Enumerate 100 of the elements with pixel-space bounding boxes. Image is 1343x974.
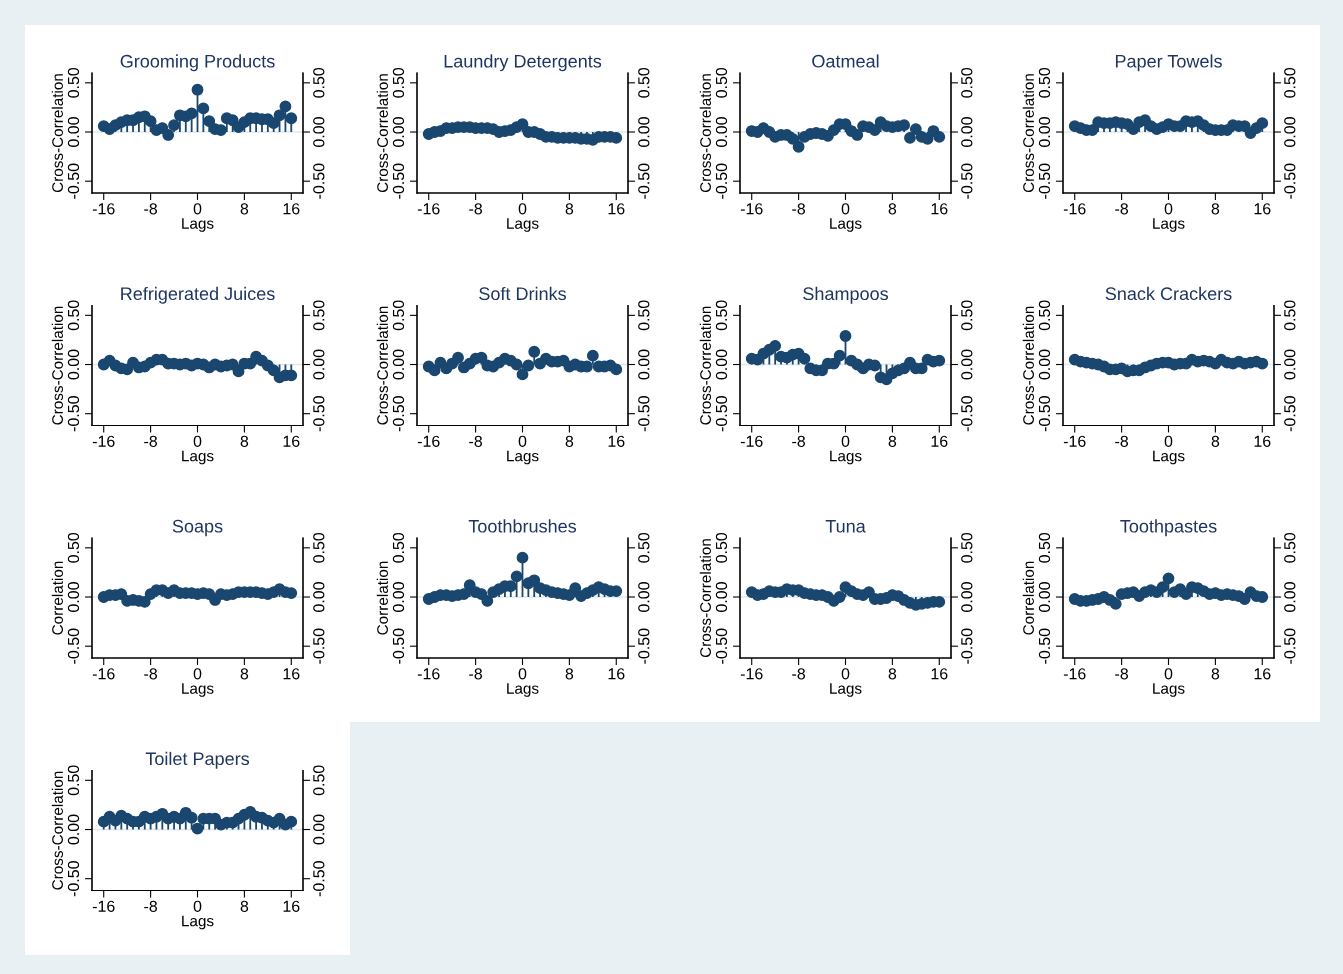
x-tick-label: 8 [1211,203,1220,215]
x-tick-label: 0 [1164,668,1173,680]
chart-title: Grooming Products [120,54,275,72]
x-tick-label: -16 [417,435,440,447]
y-tick-label: -0.50 [1038,628,1051,664]
x-axis-title: Lags [182,450,214,465]
x-tick-label: 8 [565,203,574,215]
y-tick-label: 0.00 [715,117,728,147]
y-tick-label: 0.00 [67,814,80,845]
y-tick-label: 0.00 [1038,349,1051,380]
chart-title: Soft Drinks [479,286,566,301]
x-tick-label: 8 [888,203,897,215]
y2-tick-label: 0.50 [638,67,650,98]
y-tick-label: 0.00 [67,117,80,147]
y-axis-title: Correlation [51,561,63,635]
y-tick-label: 0.50 [67,765,80,796]
x-tick-label: -8 [792,668,806,680]
y2-tick-label: 0.00 [961,349,973,380]
x-tick-label: 16 [931,203,948,215]
x-axis-title: Lags [182,683,214,697]
x-tick-label: -8 [469,435,483,447]
x-tick-label: 16 [931,668,948,680]
y2-tick-label: 0.00 [638,117,650,147]
x-tick-label: 8 [240,900,249,912]
x-axis-title: Lags [507,683,539,697]
y-axis-title: Cross-Correlation [51,306,63,425]
y2-tick-label: 0.00 [961,117,973,147]
x-tick-label: 0 [1164,435,1173,447]
chart-title: Soaps [172,519,223,537]
y2-tick-label: 0.00 [1284,582,1296,612]
x-tick-label: -16 [92,668,115,680]
y-axis-title: Cross-Correlation [1022,306,1034,425]
y2-tick-label: -0.50 [313,861,325,897]
y2-tick-label: 0.00 [313,582,325,612]
y2-tick-label: 0.00 [961,582,973,612]
x-tick-label: 0 [518,435,527,447]
chart-title: Laundry Detergents [444,54,602,72]
y-tick-label: -0.50 [392,628,405,664]
y2-tick-label: 0.50 [313,765,325,796]
x-axis-title: Lags [830,218,862,232]
x-axis-title: Lags [507,218,539,232]
y2-tick-label: 0.00 [1284,349,1296,380]
y-tick-label: -0.50 [392,163,405,199]
x-tick-label: -8 [1115,668,1129,680]
x-tick-label: 16 [1254,668,1271,680]
x-axis-title: Lags [182,218,214,232]
y-axis-title: Cross-Correlation [51,74,63,193]
x-tick-label: -8 [792,203,806,215]
y2-tick-label: -0.50 [961,628,973,664]
y-tick-label: -0.50 [1038,396,1051,432]
y2-tick-label: 0.50 [638,300,650,331]
x-tick-label: -8 [144,668,158,680]
x-axis-title: Lags [1153,218,1185,232]
y2-tick-label: -0.50 [638,628,650,664]
x-tick-label: 16 [283,203,300,215]
chart-title: Paper Towels [1115,54,1222,72]
x-tick-label: 16 [1254,203,1271,215]
y2-tick-label: -0.50 [313,163,325,199]
y2-tick-label: -0.50 [1284,163,1296,199]
y2-tick-label: 0.00 [638,349,650,380]
y-tick-label: 0.50 [67,67,80,98]
x-tick-label: -16 [1063,435,1086,447]
y-tick-label: 0.50 [67,300,80,331]
x-tick-label: -16 [740,435,763,447]
x-tick-label: 16 [608,668,625,680]
x-tick-label: 0 [193,435,202,447]
y2-tick-label: -0.50 [313,396,325,432]
y-tick-label: 0.00 [67,582,80,612]
y-tick-label: 0.00 [1038,582,1051,612]
y-axis-title: Cross-Correlation [699,74,711,193]
x-tick-label: -8 [1115,203,1129,215]
y2-tick-label: 0.50 [313,532,325,563]
x-tick-label: 0 [841,203,850,215]
y2-tick-label: 0.50 [961,67,973,98]
y-tick-label: 0.50 [1038,300,1051,331]
x-tick-label: -8 [469,203,483,215]
x-tick-label: -8 [792,435,806,447]
y2-tick-label: -0.50 [961,163,973,199]
y-tick-label: 0.50 [715,532,728,563]
y2-tick-label: 0.50 [961,300,973,331]
x-tick-label: 16 [608,203,625,215]
x-tick-label: -16 [417,203,440,215]
x-tick-label: -16 [92,435,115,447]
y-tick-label: 0.50 [715,300,728,331]
y2-tick-label: 0.50 [1284,67,1296,98]
x-tick-label: 8 [1211,435,1220,447]
y2-tick-label: -0.50 [1284,628,1296,664]
y-tick-label: 0.00 [392,582,405,612]
x-tick-label: 0 [193,900,202,912]
x-tick-label: -16 [1063,668,1086,680]
y2-tick-label: 0.50 [1284,300,1296,331]
y-axis-title: Cross-Correlation [51,771,63,890]
y2-tick-label: 0.50 [313,67,325,98]
x-tick-label: 16 [1254,435,1271,447]
y2-tick-label: 0.50 [638,532,650,563]
y-axis-title: Cross-Correlation [1022,74,1034,193]
x-tick-label: 8 [240,435,249,447]
x-tick-label: 16 [283,668,300,680]
y-axis-title: Cross-Correlation [376,306,388,425]
y-tick-label: 0.50 [715,67,728,98]
